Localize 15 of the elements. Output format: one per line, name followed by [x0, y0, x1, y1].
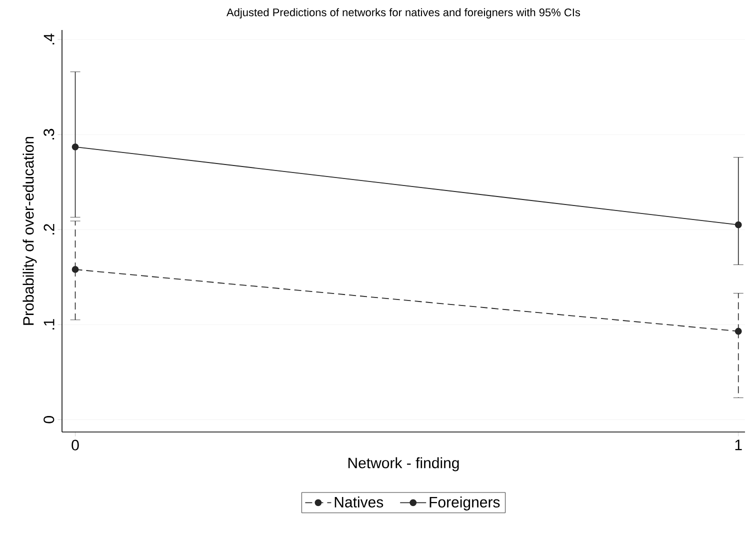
- y-tick-label: 0: [44, 416, 54, 424]
- legend-label: Natives: [334, 496, 384, 508]
- legend-label: Foreigners: [430, 496, 500, 510]
- point: [734, 328, 742, 335]
- chart-title: Adjusted Predictions of networks for natives and foreigners with 95% CIs: [226, 8, 580, 18]
- y-tick-label: .3: [44, 128, 54, 140]
- y-tick-label: .1: [44, 319, 54, 330]
- y-axis-title: Probability of over-education: [22, 136, 37, 325]
- y-tick-label: .2: [44, 224, 54, 234]
- x-tick-label: 1: [735, 440, 742, 450]
- y-tick-label: .4: [44, 34, 54, 44]
- x-axis-title: Network - finding: [348, 457, 459, 472]
- point: [72, 143, 79, 150]
- point: [734, 221, 742, 228]
- point: [72, 266, 79, 273]
